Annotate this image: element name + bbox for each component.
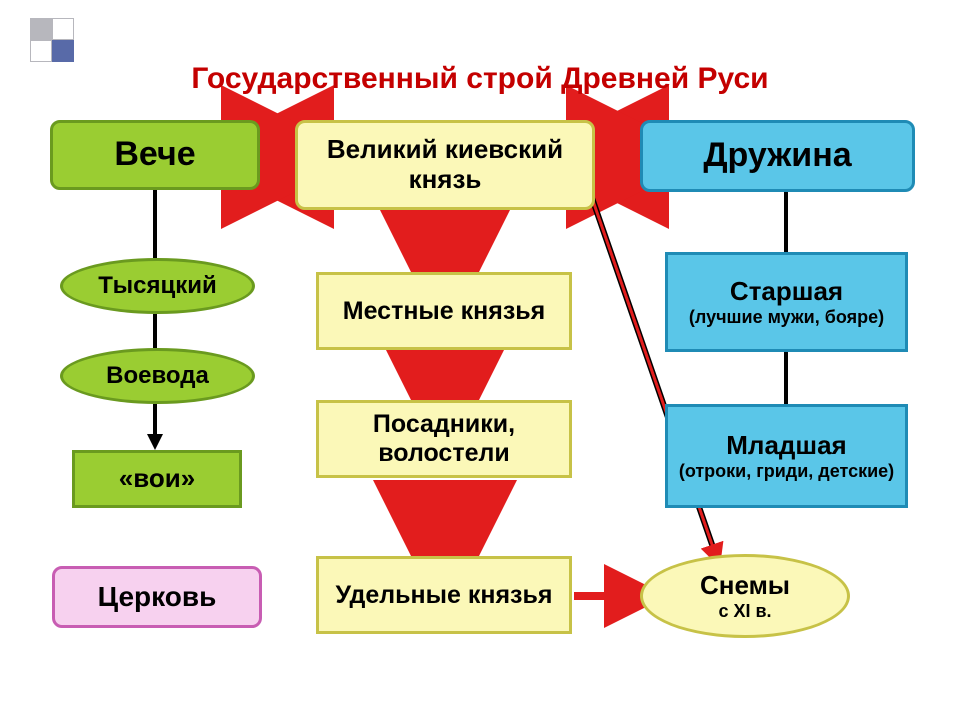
node-grand-prince-label: Великий киевский князь: [298, 135, 592, 195]
node-tysyatsky-label: Тысяцкий: [98, 272, 216, 300]
node-voi: «вои»: [72, 450, 242, 508]
corner-deco-1: [30, 18, 52, 40]
node-senior-sub: (лучшие мужи, бояре): [689, 307, 884, 328]
node-voevoda: Воевода: [60, 348, 255, 404]
node-druzhina-label: Дружина: [703, 136, 851, 175]
node-udel-princes-label: Удельные князья: [336, 581, 553, 610]
node-snimy: Снемы с XI в.: [640, 554, 850, 638]
node-junior-druzhina: Младшая (отроки, гриди, детские): [665, 404, 908, 508]
node-tysyatsky: Тысяцкий: [60, 258, 255, 314]
node-udel-princes: Удельные князья: [316, 556, 572, 634]
node-junior-sub: (отроки, гриди, детские): [679, 461, 894, 482]
diagram-stage: Государственный строй Древней Руси Вече …: [0, 0, 960, 720]
corner-deco-3: [30, 40, 52, 62]
node-veche: Вече: [50, 120, 260, 190]
node-church-label: Церковь: [98, 581, 217, 613]
node-druzhina: Дружина: [640, 120, 915, 192]
node-snimy-sub: с XI в.: [700, 601, 790, 622]
slide-title: Государственный строй Древней Руси: [110, 62, 850, 96]
node-voevoda-label: Воевода: [106, 362, 209, 390]
node-senior-druzhina: Старшая (лучшие мужи, бояре): [665, 252, 908, 352]
node-local-princes-label: Местные князья: [343, 297, 545, 326]
corner-deco-2: [52, 18, 74, 40]
node-junior-title: Младшая: [679, 431, 894, 461]
node-veche-label: Вече: [114, 135, 195, 174]
node-snimy-title: Снемы: [700, 571, 790, 601]
node-local-princes: Местные князья: [316, 272, 572, 350]
node-posadniki: Посадники, волостели: [316, 400, 572, 478]
node-church: Церковь: [52, 566, 262, 628]
node-voi-label: «вои»: [119, 464, 195, 494]
corner-deco-4: [52, 40, 74, 62]
node-senior-title: Старшая: [689, 277, 884, 307]
node-posadniki-label: Посадники, волостели: [319, 410, 569, 468]
node-grand-prince: Великий киевский князь: [295, 120, 595, 210]
